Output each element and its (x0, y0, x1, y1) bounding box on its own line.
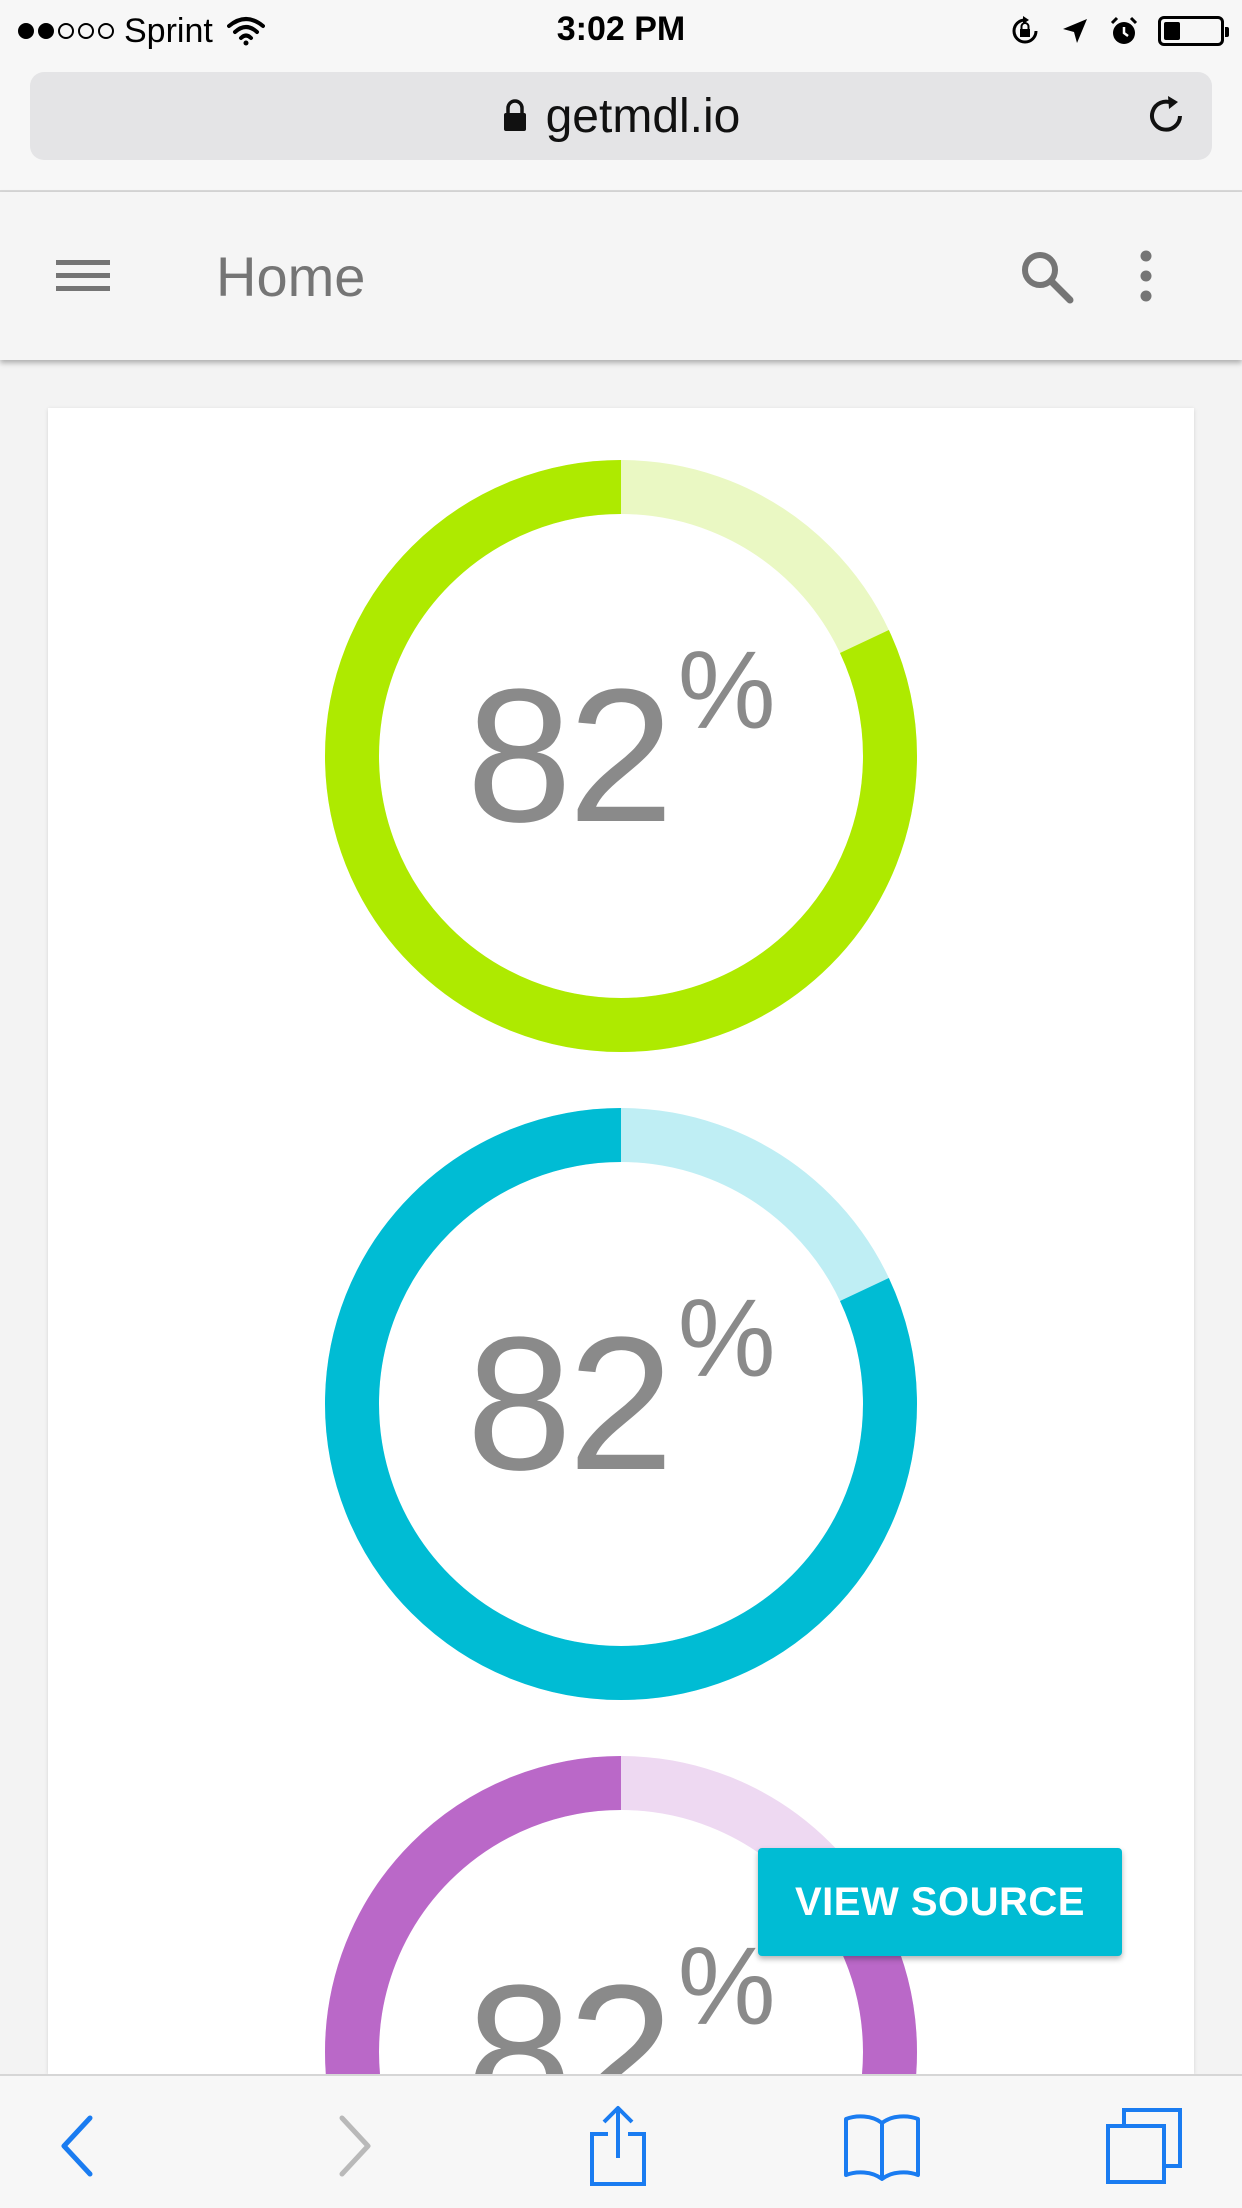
signal-strength-icon (18, 23, 114, 39)
ring-progress-arc (325, 1108, 917, 1700)
bookmarks-icon[interactable] (842, 2111, 922, 2181)
progress-ring-chart (325, 460, 917, 1052)
ring-value: 82 (466, 650, 673, 862)
url-display[interactable]: getmdl.io (30, 72, 1212, 160)
address-bar[interactable]: getmdl.io (30, 72, 1212, 160)
status-time: 3:02 PM (556, 10, 686, 48)
ring-value: 82 (466, 1298, 673, 1510)
progress-ring-chart (325, 1108, 917, 1700)
battery-icon (1158, 16, 1229, 46)
forward-icon[interactable] (334, 2114, 374, 2178)
more-vert-icon[interactable] (1130, 248, 1162, 304)
carrier-name: Sprint (124, 11, 213, 50)
alarm-icon (1110, 16, 1138, 44)
progress-ring: 82 % (325, 1756, 917, 2074)
url-text[interactable]: getmdl.io (545, 89, 741, 143)
ring-label: 82 % (325, 1108, 917, 1700)
ring-progress-arc (325, 1756, 917, 2074)
forward-button[interactable] (314, 2106, 394, 2186)
ring-progress-arc (325, 460, 917, 1052)
progress-ring: 82 % (325, 1108, 917, 1700)
app-bar: Home (0, 192, 1242, 360)
menu-icon[interactable] (54, 246, 114, 306)
status-bar: Sprint 3:02 PM (0, 0, 1242, 62)
ring-unit: % (677, 629, 776, 752)
share-icon[interactable] (586, 2104, 650, 2188)
browser-address-area: getmdl.io (0, 62, 1242, 192)
search-icon[interactable] (1016, 246, 1078, 308)
ring-label: 82 % (325, 460, 917, 1052)
progress-ring: 82 % (325, 460, 917, 1052)
back-button[interactable] (38, 2106, 118, 2186)
ring-value: 82 (466, 1946, 673, 2074)
share-button[interactable] (578, 2106, 658, 2186)
status-left: Sprint (18, 10, 265, 52)
lock-icon (503, 99, 526, 131)
tabs-button[interactable] (1104, 2106, 1184, 2186)
page-title: Home (216, 245, 366, 308)
browser-toolbar (0, 2074, 1242, 2208)
ring-label: 82 % (325, 1756, 917, 2075)
bookmarks-button[interactable] (842, 2106, 922, 2186)
wifi-icon (226, 17, 265, 46)
view-source-button[interactable]: VIEW SOURCE (758, 1848, 1122, 1956)
status-right (1008, 10, 1229, 52)
back-icon[interactable] (58, 2114, 98, 2178)
content-card: 82 % 82 % 82 % (48, 408, 1194, 2074)
progress-ring-chart (325, 1756, 917, 2074)
tabs-icon[interactable] (1104, 2106, 1184, 2186)
location-icon (1063, 19, 1087, 43)
rotation-lock-icon (1012, 16, 1038, 44)
reload-icon[interactable] (1142, 92, 1190, 140)
ring-unit: % (677, 1277, 776, 1400)
